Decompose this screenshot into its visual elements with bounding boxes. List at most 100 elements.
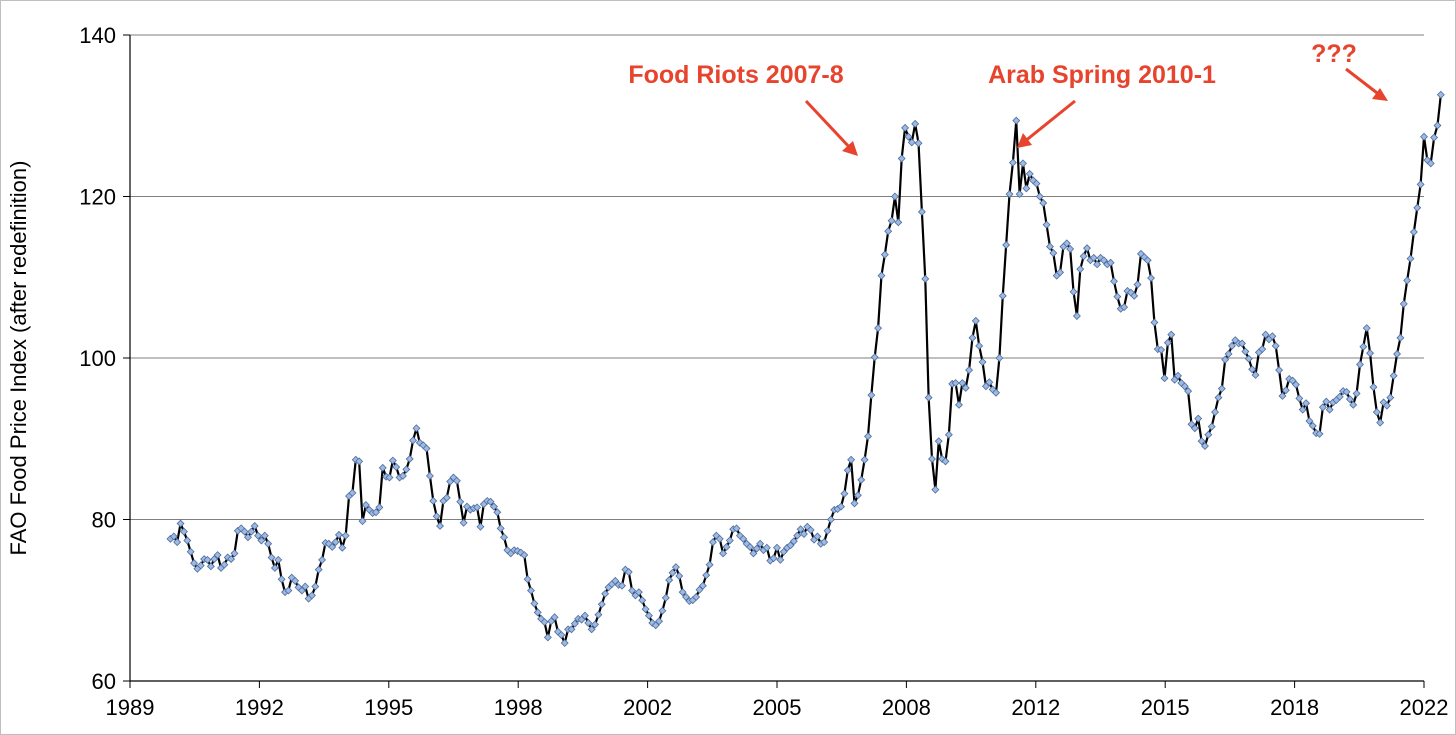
data-point <box>297 586 306 595</box>
data-point <box>1056 268 1065 277</box>
data-point <box>1214 393 1223 402</box>
data-point <box>274 555 283 564</box>
data-point <box>773 543 781 552</box>
data-point <box>719 549 728 558</box>
data-point <box>769 554 778 563</box>
data-point <box>1187 420 1196 429</box>
data-point <box>978 358 987 367</box>
data-point <box>1298 405 1307 414</box>
y-tick-label: 60 <box>92 669 116 694</box>
data-point <box>1288 376 1297 385</box>
data-point <box>655 617 664 626</box>
data-point <box>1389 371 1398 380</box>
data-point <box>1369 383 1378 392</box>
data-point <box>496 524 505 533</box>
data-point <box>675 572 684 580</box>
data-point <box>405 454 414 463</box>
data-point <box>1393 349 1402 358</box>
data-point <box>527 586 535 595</box>
data-point <box>500 533 509 542</box>
data-point <box>1359 342 1368 351</box>
data-point <box>169 532 178 541</box>
data-point <box>1278 391 1287 400</box>
data-point <box>1089 253 1098 262</box>
data-point <box>385 473 394 482</box>
data-point <box>826 515 835 524</box>
annotation-arab-spring: Arab Spring 2010-1 <box>988 61 1216 89</box>
data-point <box>813 532 822 541</box>
data-point <box>372 508 380 517</box>
data-point <box>530 599 539 608</box>
data-point <box>597 600 606 609</box>
x-tick-label: 2015 <box>1141 695 1190 720</box>
data-point <box>432 512 441 521</box>
data-point <box>611 576 620 585</box>
data-point <box>489 502 498 511</box>
data-point <box>308 591 316 600</box>
annotations: Food Riots 2007-8 Arab Spring 2010-1 ??? <box>628 40 1388 156</box>
data-point <box>452 476 461 485</box>
data-point <box>594 610 603 619</box>
data-point <box>190 559 198 568</box>
x-tick-label: 2002 <box>623 695 672 720</box>
data-point <box>577 615 586 624</box>
data-point <box>543 633 552 642</box>
data-point <box>928 454 936 463</box>
data-point <box>567 625 576 634</box>
data-point <box>843 466 852 475</box>
data-point <box>176 519 185 528</box>
data-point <box>1406 254 1415 263</box>
data-point <box>227 555 236 564</box>
data-point <box>705 560 714 569</box>
data-point <box>1174 371 1182 380</box>
data-point <box>412 424 421 433</box>
data-point <box>1025 169 1034 178</box>
data-point <box>904 132 913 141</box>
data-point <box>634 588 643 597</box>
data-point <box>820 538 829 547</box>
data-point <box>880 250 889 259</box>
data-point <box>1113 292 1122 301</box>
data-point <box>837 502 845 511</box>
data-point <box>1248 365 1257 374</box>
data-point <box>874 324 883 333</box>
data-point <box>328 542 337 551</box>
data-point <box>318 555 327 564</box>
data-point <box>725 536 734 545</box>
data-point <box>661 593 670 602</box>
data-point <box>1258 345 1267 354</box>
data-point <box>853 491 862 500</box>
x-tick-label: 2018 <box>1270 695 1319 720</box>
data-point <box>1433 121 1442 130</box>
data-point <box>186 547 195 556</box>
data-point <box>1045 242 1054 251</box>
data-point <box>557 631 566 639</box>
data-point <box>257 536 266 545</box>
data-point <box>230 549 239 558</box>
y-tick-label: 140 <box>79 23 116 48</box>
data-point <box>459 518 468 527</box>
data-point <box>907 138 916 147</box>
data-point <box>998 291 1007 300</box>
data-point <box>840 489 849 498</box>
data-point <box>402 465 411 474</box>
data-point <box>1049 249 1058 257</box>
data-point <box>1268 332 1277 341</box>
data-point <box>1291 380 1300 389</box>
data-point <box>722 542 731 551</box>
data-point <box>1342 387 1351 396</box>
data-point <box>442 493 451 502</box>
annotation-arrow-question <box>1345 67 1382 98</box>
data-point <box>618 581 626 590</box>
data-point <box>1372 408 1381 417</box>
data-point <box>1008 158 1017 167</box>
data-point <box>446 477 455 486</box>
data-point <box>584 618 593 627</box>
data-point <box>1099 256 1108 265</box>
data-point <box>1413 203 1422 212</box>
data-point <box>580 611 589 620</box>
data-point <box>1110 277 1118 286</box>
x-tick-label: 1989 <box>106 695 155 720</box>
data-point <box>348 488 357 497</box>
data-point <box>1302 399 1311 408</box>
